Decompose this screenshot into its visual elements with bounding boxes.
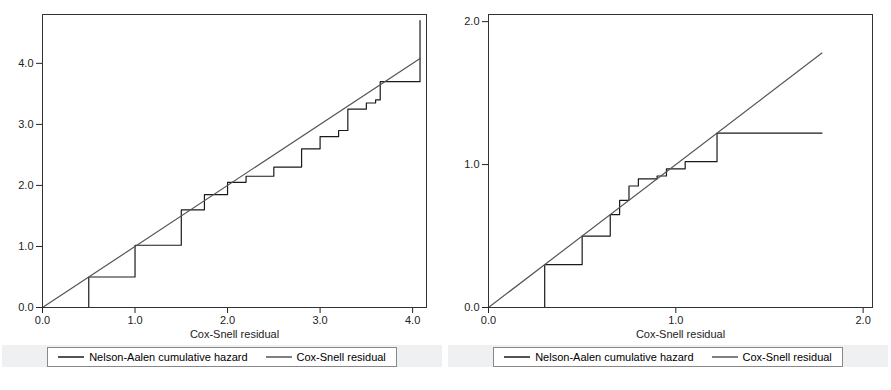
html-text:Nelson-Aalen cumulative hazard: Nelson-Aalen cumulative hazard: [89, 351, 248, 363]
svg-text:2.0: 2.0: [464, 15, 479, 27]
svg-text:0.0: 0.0: [18, 301, 33, 313]
svg-text:0.0: 0.0: [464, 301, 479, 313]
svg-text:1.0: 1.0: [668, 314, 683, 326]
svg-text:1.0: 1.0: [464, 158, 479, 170]
svg-text:2.0: 2.0: [18, 179, 33, 191]
svg-text:Cox-Snell residual: Cox-Snell residual: [190, 328, 279, 340]
svg-text:4.0: 4.0: [405, 314, 420, 326]
html-text:Nelson-Aalen cumulative hazard: Nelson-Aalen cumulative hazard: [535, 351, 694, 363]
svg-text:1.0: 1.0: [127, 314, 142, 326]
svg-text:3.0: 3.0: [18, 118, 33, 130]
svg-text:4.0: 4.0: [18, 57, 33, 69]
svg-text:0.0: 0.0: [481, 314, 496, 326]
svg-text:0.0: 0.0: [35, 314, 50, 326]
svg-text:3.0: 3.0: [312, 314, 327, 326]
html-text:Cox-Snell residual: Cox-Snell residual: [296, 351, 386, 363]
svg-text:Cox-Snell residual: Cox-Snell residual: [636, 328, 725, 340]
svg-text:2.0: 2.0: [220, 314, 235, 326]
svg-text:2.0: 2.0: [855, 314, 870, 326]
html-text:Cox-Snell residual: Cox-Snell residual: [742, 351, 832, 363]
svg-text:1.0: 1.0: [18, 240, 33, 252]
